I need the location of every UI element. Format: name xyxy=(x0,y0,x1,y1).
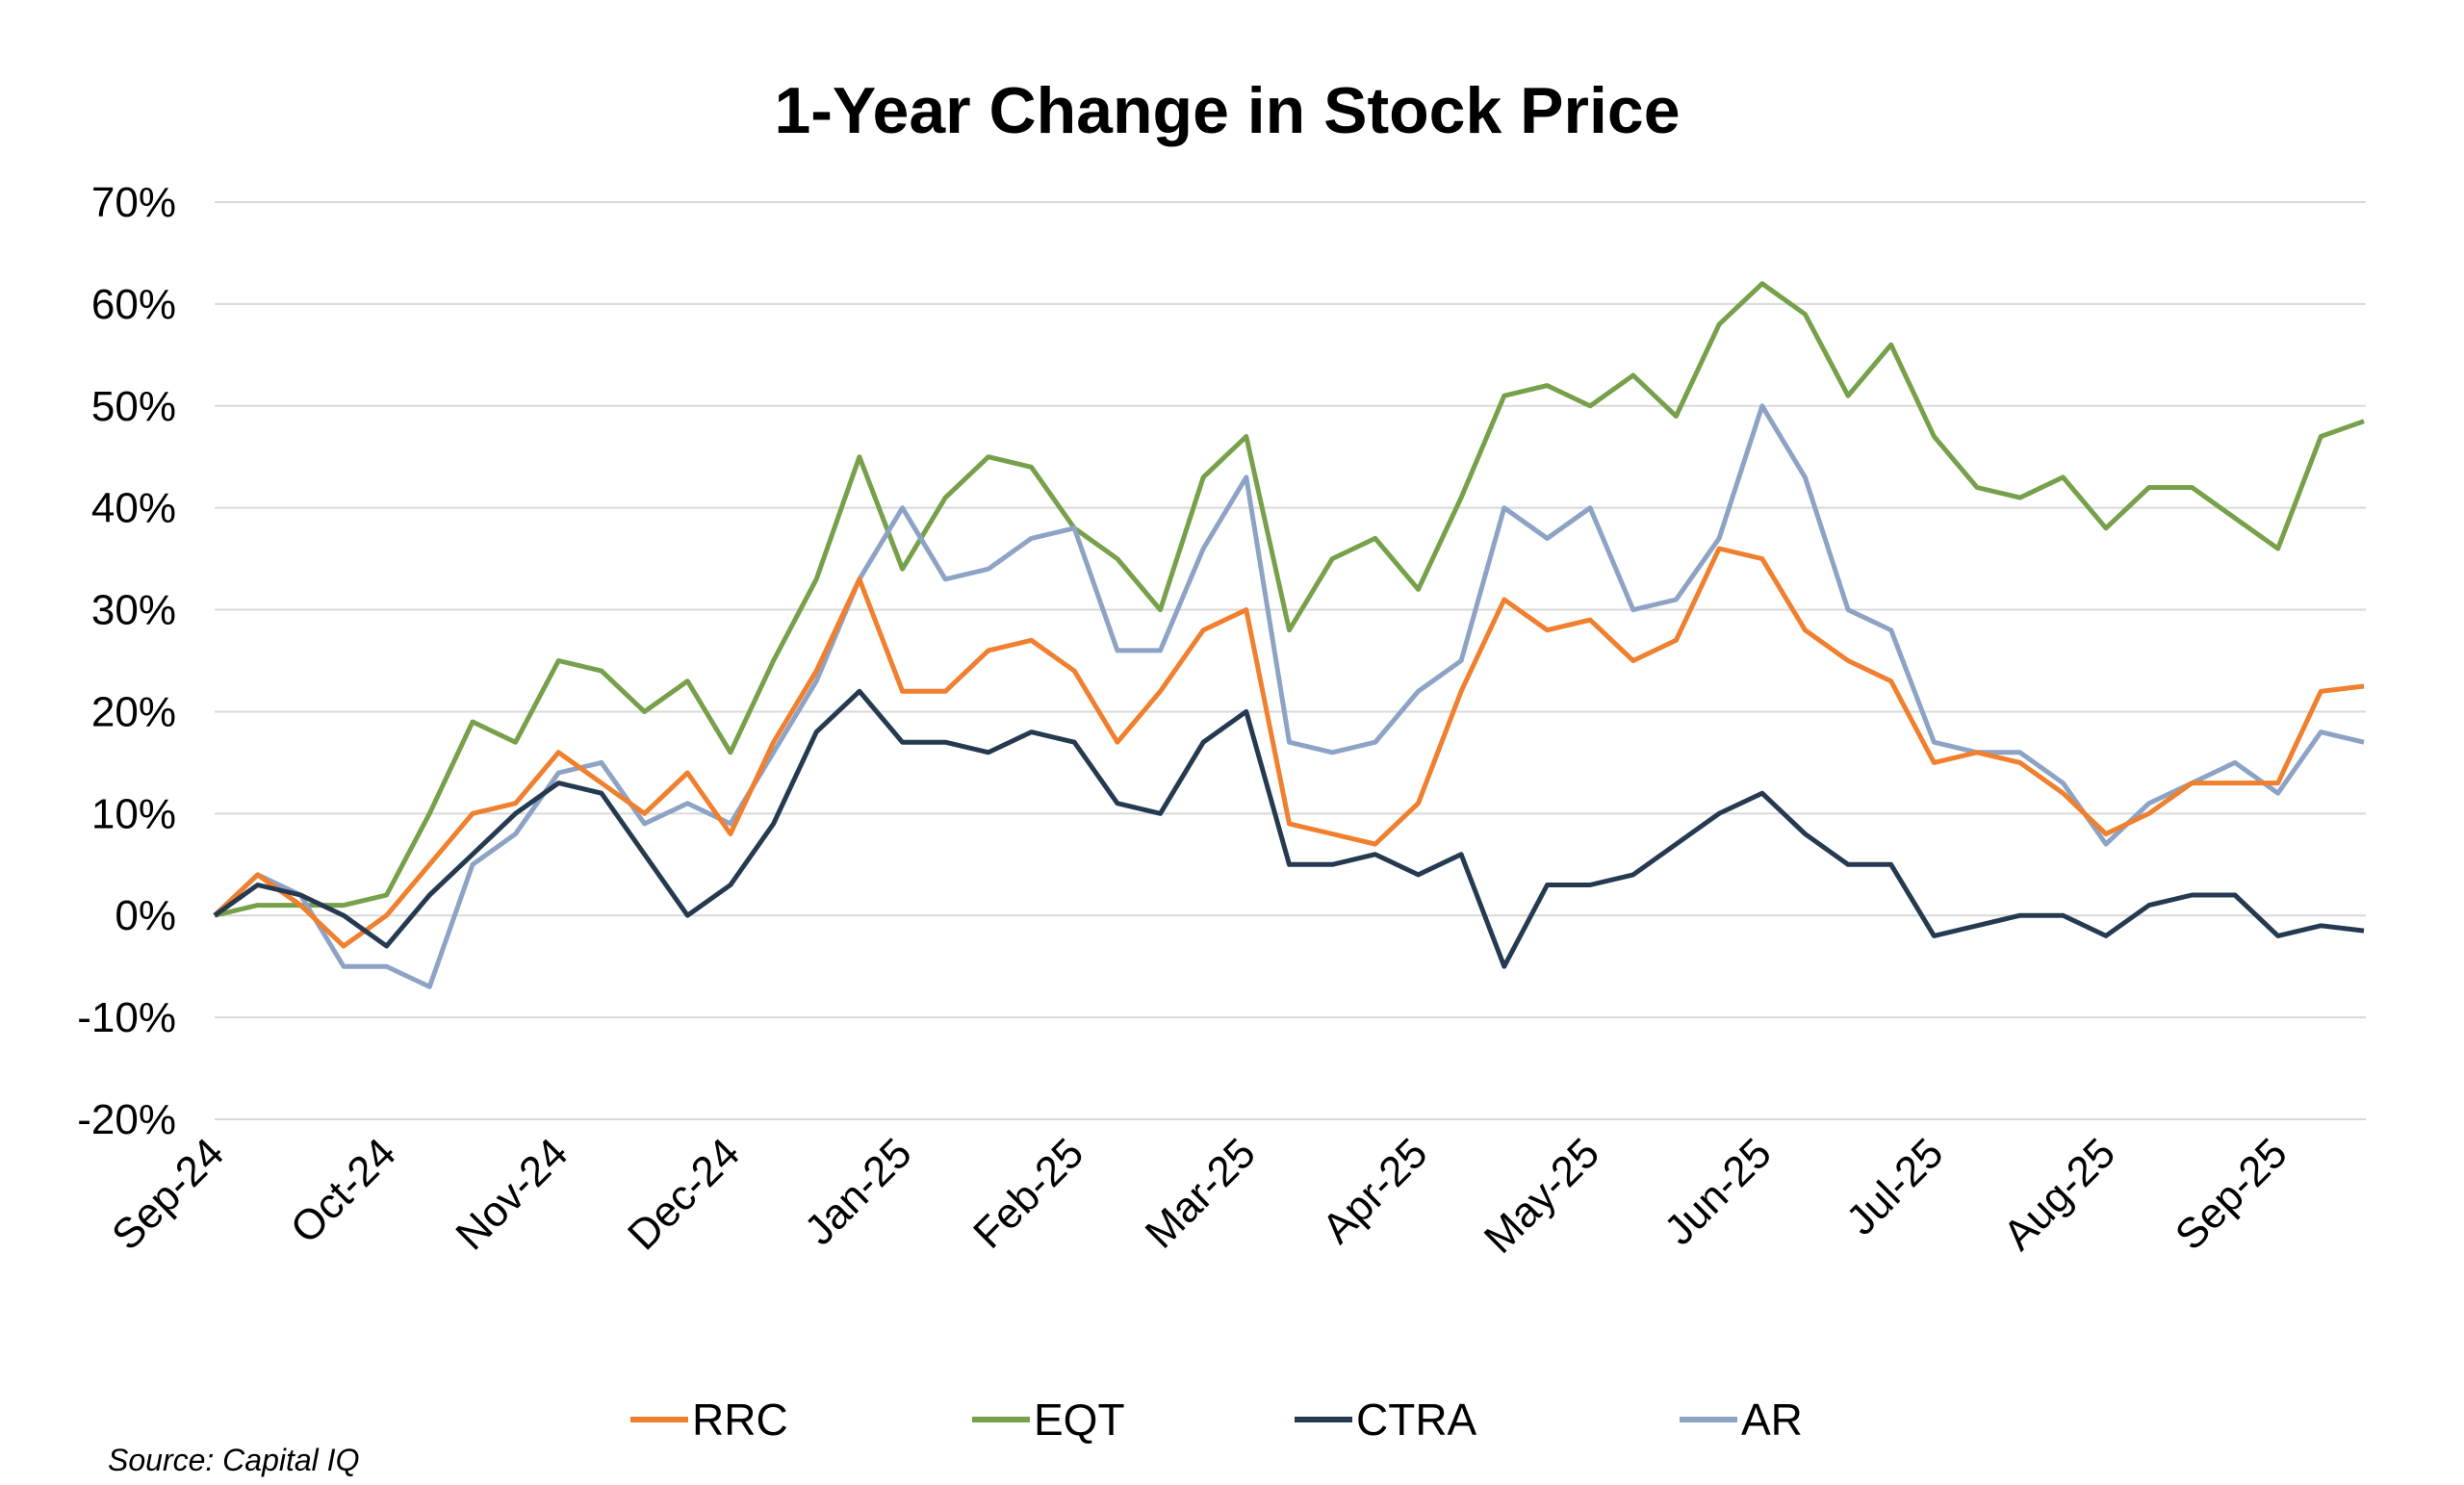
x-tick-label: Jul-25 xyxy=(1837,1129,1952,1243)
y-tick-label: 50% xyxy=(91,383,176,430)
y-tick-label: 0% xyxy=(115,892,176,939)
y-tick-label: -10% xyxy=(77,994,176,1041)
x-tick-label: May-25 xyxy=(1476,1129,1608,1262)
x-tick-label: Aug-25 xyxy=(1994,1129,2124,1259)
x-tick-label: Oct-24 xyxy=(282,1129,405,1252)
x-tick-label: Feb-25 xyxy=(964,1129,1092,1257)
x-tick-label: Sep-25 xyxy=(2167,1129,2297,1259)
x-tick-label: Nov-24 xyxy=(447,1129,577,1259)
series-line xyxy=(213,546,2365,949)
x-tick-label: Jan-25 xyxy=(796,1129,921,1254)
y-tick-label: 70% xyxy=(91,179,176,226)
y-tick-label: 20% xyxy=(91,688,176,735)
series-line xyxy=(213,403,2365,989)
y-tick-label: -20% xyxy=(77,1096,176,1143)
legend-label: AR xyxy=(1741,1395,1803,1445)
x-tick-label: Mar-25 xyxy=(1137,1129,1265,1257)
legend-label: RRC xyxy=(692,1395,788,1445)
x-tick-label: Dec-24 xyxy=(619,1129,749,1259)
x-tick-label: Apr-25 xyxy=(1314,1129,1437,1252)
y-tick-label: 60% xyxy=(91,281,176,328)
y-tick-label: 10% xyxy=(91,790,176,837)
chart-title: 1-Year Change in Stock Price xyxy=(774,74,1680,147)
y-tick-label: 40% xyxy=(91,485,176,532)
source-note: Source: Capital IQ xyxy=(108,1443,359,1477)
x-tick-label: Sep-24 xyxy=(103,1129,233,1259)
x-tick-label: Jun-25 xyxy=(1656,1129,1781,1254)
series-line xyxy=(213,688,2365,969)
legend-label: CTRA xyxy=(1356,1395,1477,1445)
legend-label: EQT xyxy=(1034,1395,1125,1445)
y-tick-label: 30% xyxy=(91,587,176,634)
series-line xyxy=(214,281,2365,918)
